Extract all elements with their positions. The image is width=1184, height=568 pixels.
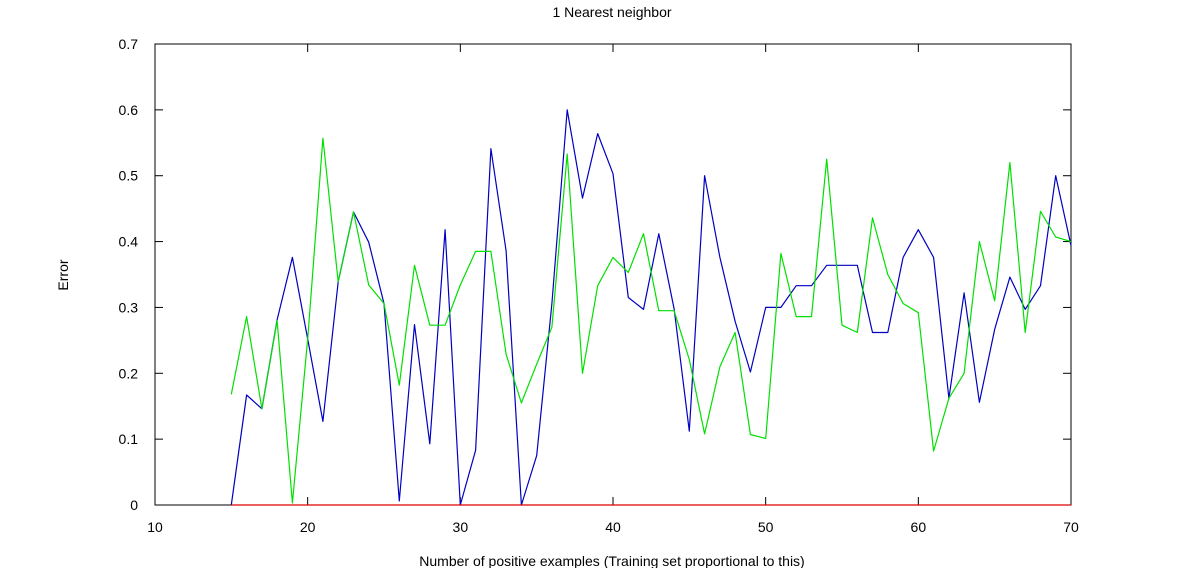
series-line-2: [230, 137, 1072, 504]
y-tick-label: 0: [130, 497, 138, 513]
axis-ticks: 10 20 30 40 50 60 70 0 0.1 0.2 0.3 0.4 0.5 0.6 0.7: [119, 36, 1079, 535]
y-tick-label: 0.2: [119, 365, 139, 381]
y-tick-label: 0.7: [119, 36, 139, 52]
y-tick-label: 0.5: [119, 168, 139, 184]
x-tick-label: 50: [758, 519, 774, 535]
x-axis-label: Number of positive examples (Training se…: [419, 553, 804, 568]
x-tick-label: 60: [911, 519, 927, 535]
y-tick-label: 0.6: [119, 102, 139, 118]
series-line-1: [230, 109, 1072, 506]
x-tick-label: 70: [1063, 519, 1079, 535]
y-axis-label: Error: [55, 259, 71, 290]
y-tick-label: 0.1: [119, 431, 139, 447]
x-tick-label: 20: [300, 519, 316, 535]
y-tick-label: 0.3: [119, 299, 139, 315]
x-tick-label: 30: [453, 519, 469, 535]
x-tick-label: 40: [605, 519, 621, 535]
plot-frame: [154, 43, 1072, 506]
chart-title: 1 Nearest neighbor: [552, 4, 671, 20]
y-tick-label: 0.4: [119, 234, 139, 250]
x-tick-label: 10: [147, 519, 163, 535]
data-series: [230, 109, 1072, 506]
